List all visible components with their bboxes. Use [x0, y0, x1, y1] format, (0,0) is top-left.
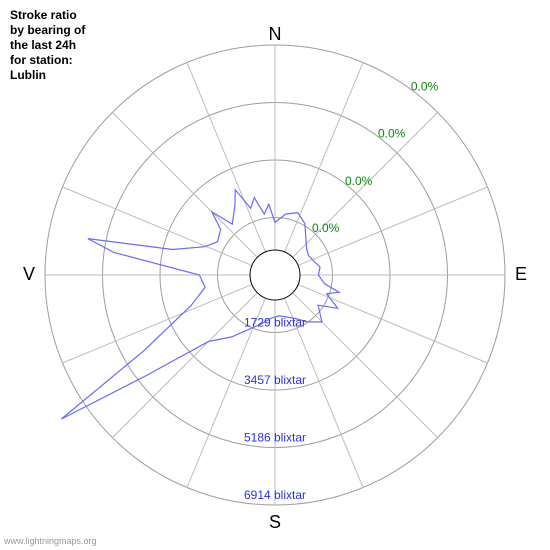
ring-label-upper: 0.0% — [345, 174, 373, 188]
cardinal-e: E — [515, 264, 527, 284]
cardinal-s: S — [269, 512, 281, 532]
grid-spoke — [298, 285, 487, 363]
ring-label-lower: 3457 blixtar — [244, 373, 306, 387]
ring-label-lower: 6914 blixtar — [244, 488, 306, 502]
grid-spoke — [112, 293, 257, 438]
grid-spoke — [63, 187, 252, 265]
ring-label-lower: 1729 blixtar — [244, 316, 306, 330]
polar-svg: 0.0% 0.0% 0.0% 0.0% 1729 blixtar 3457 blixtar… — [0, 0, 550, 550]
cardinal-w: V — [23, 264, 35, 284]
grid-spoke — [187, 63, 265, 252]
polar-chart: Stroke ratio by bearing of the last 24h … — [0, 0, 550, 550]
grid-spoke — [63, 285, 252, 363]
grid-spoke — [293, 293, 438, 438]
credit-text: www.lightningmaps.org — [4, 536, 97, 546]
cardinal-n: N — [269, 24, 282, 44]
ring-label-upper: 0.0% — [312, 221, 340, 235]
ring-label-upper: 0.0% — [378, 127, 406, 141]
ring-label-lower: 5186 blixtar — [244, 431, 306, 445]
ring-label-upper: 0.0% — [411, 80, 439, 94]
grid-spoke — [112, 112, 257, 257]
center-hole — [250, 250, 300, 300]
